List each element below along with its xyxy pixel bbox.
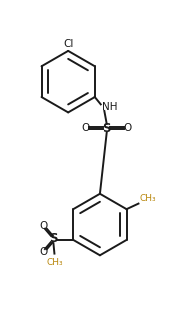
Text: O: O: [40, 221, 48, 231]
Text: CH₃: CH₃: [139, 194, 156, 203]
Text: S: S: [49, 232, 58, 246]
Text: S: S: [102, 122, 111, 135]
Text: NH: NH: [102, 102, 118, 112]
Text: O: O: [82, 123, 90, 133]
Text: O: O: [123, 123, 132, 133]
Text: Cl: Cl: [63, 39, 73, 49]
Text: CH₃: CH₃: [46, 258, 63, 267]
Text: O: O: [40, 247, 48, 257]
